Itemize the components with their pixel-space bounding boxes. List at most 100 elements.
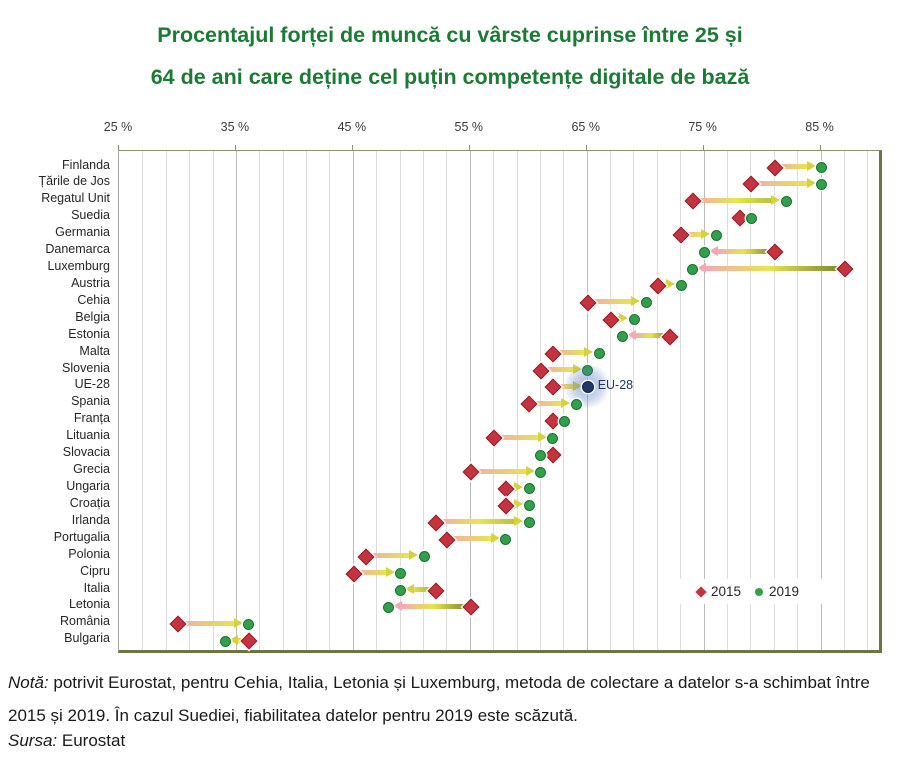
category-label-24: Polonia (68, 546, 110, 561)
arrowhead-icon-Cipru (385, 567, 395, 578)
x-tick-25 (118, 145, 119, 150)
marker-2015-diamond-Germania (672, 226, 690, 244)
trend-arrow-Slovenia (539, 367, 574, 373)
marker-2019-circle-Grecia (535, 466, 547, 478)
marker-2019-circle-Portugalia (500, 534, 512, 546)
trend-arrow-Cipru (352, 570, 387, 576)
gridline-37 (259, 151, 261, 650)
category-label-8: Austria (71, 275, 110, 290)
gridline-41 (306, 151, 308, 650)
gridline-51 (423, 151, 424, 650)
category-label-7: Luxemburg (47, 259, 110, 274)
category-label-17: Lituania (66, 428, 110, 443)
trend-arrow-UE-28 (551, 383, 574, 389)
trend-arrow-România (177, 620, 235, 626)
marker-2015-diamond-Lituania (485, 429, 503, 447)
chart-title-line1: Procentajul forței de muncă cu vârste cu… (157, 23, 743, 47)
arrowhead-icon-Regatul Unit (771, 194, 781, 205)
gridline-77 (727, 151, 728, 650)
arrowhead-icon-România (233, 617, 243, 628)
category-label-9: Cehia (77, 292, 110, 307)
category-label-2: Țările de Jos (38, 174, 110, 189)
marker-2015-diamond-Estonia (661, 328, 679, 346)
x-tick-label-75: 75 % (688, 120, 717, 134)
gridline-61 (539, 151, 541, 650)
arrowhead-icon-Croația (514, 499, 524, 510)
arrowhead-icon-Italia (404, 584, 414, 594)
arrowhead-icon-Spania (561, 397, 570, 408)
category-label-11: Estonia (68, 326, 110, 341)
category-label-18: Slovacia (62, 445, 110, 460)
gridline-67 (610, 151, 612, 650)
category-label-25: Cipru (80, 563, 110, 578)
category-label-20: Ungaria (66, 478, 110, 493)
trend-arrow-Regatul Unit (691, 197, 773, 203)
trend-arrow-Irlanda (434, 519, 516, 525)
gridline-59 (516, 151, 518, 650)
marker-2019-circle-Spania (570, 398, 582, 410)
marker-2019-circle-Franța (558, 415, 570, 427)
marker-2019-circle-Malta (593, 348, 605, 360)
footnote-line1: potrivit Eurostat, pentru Cehia, Italia,… (53, 673, 759, 692)
marker-2015-diamond-Letonia (462, 598, 480, 616)
x-tick-35 (234, 145, 236, 150)
arrowhead-icon-Cehia (631, 296, 641, 307)
marker-2019-circle-Regatul Unit (780, 195, 792, 207)
trend-arrow-Grecia (469, 468, 527, 474)
marker-2019-circle-Luxemburg (687, 263, 699, 275)
gridline-83 (797, 151, 799, 650)
gridline-71 (656, 151, 658, 650)
x-tick-label-55: 55 % (454, 120, 484, 134)
category-label-12: Malta (79, 343, 110, 358)
gridline-43 (329, 151, 331, 650)
marker-2015-diamond-Slovenia (532, 362, 550, 380)
legend-item-2015: 2015 (695, 584, 741, 599)
x-tick-75 (702, 145, 704, 150)
x-tick-45 (351, 145, 353, 150)
category-label-28: România (59, 614, 110, 629)
x-tick-label-85: 85 % (805, 120, 834, 134)
category-label-14: UE-28 (74, 377, 110, 392)
gridline-39 (282, 151, 284, 650)
trend-arrow-Cehia (586, 299, 633, 305)
trend-arrow-Germania (680, 231, 703, 237)
gridline-89 (867, 151, 869, 650)
marker-2015-diamond-Malta (544, 345, 562, 363)
arrowhead-icon-Polonia (409, 550, 418, 561)
marker-2019-circle-Slovacia (535, 449, 547, 461)
marker-2015-diamond-Bulgaria (240, 632, 258, 650)
category-label-6: Danemarca (45, 242, 110, 257)
arrowhead-icon-Danemarca (708, 245, 718, 256)
category-label-26: Italia (83, 580, 110, 595)
marker-2019-circle-Austria (675, 280, 687, 292)
trend-arrow-Danemarca (717, 248, 774, 254)
marker-2015-diamond-Țările de Jos (742, 175, 760, 193)
marker-2019-circle-Estonia (617, 331, 629, 343)
marker-2019-circle-Danemarca (699, 246, 711, 258)
category-label-29: Bulgaria (64, 631, 110, 646)
category-label-15: Spania (71, 394, 110, 409)
footnote: Notă: potrivit Eurostat, pentru Cehia, I… (8, 666, 894, 732)
marker-2015-diamond-Croația (497, 497, 515, 515)
marker-2015-diamond-România (169, 615, 187, 633)
marker-2019-circle-Germania (710, 229, 722, 241)
category-label-22: Irlanda (71, 512, 110, 527)
marker-2019-circle-Lituania (547, 432, 559, 444)
category-label-23: Portugalia (53, 529, 110, 544)
gridline-33 (212, 151, 214, 650)
x-tick-label-25: 25 % (103, 120, 133, 134)
gridline-35 (235, 151, 237, 650)
marker-2015-diamond-Danemarca (766, 243, 784, 261)
marker-2015-diamond-Irlanda (427, 514, 445, 532)
gridline-27 (142, 151, 144, 650)
circle-2019-icon (755, 587, 763, 596)
arrowhead-icon-Letonia (392, 600, 402, 611)
arrowhead-icon-Grecia (525, 465, 535, 476)
trend-arrow-Luxemburg (705, 265, 844, 271)
gridline-29 (165, 151, 167, 650)
footnote-label: Notă: (8, 673, 49, 692)
category-label-1: Finlanda (62, 157, 110, 172)
gridline-55 (469, 151, 471, 650)
legend-item-2019: 2019 (755, 584, 799, 599)
marker-2019-circle-Cipru (395, 568, 407, 580)
